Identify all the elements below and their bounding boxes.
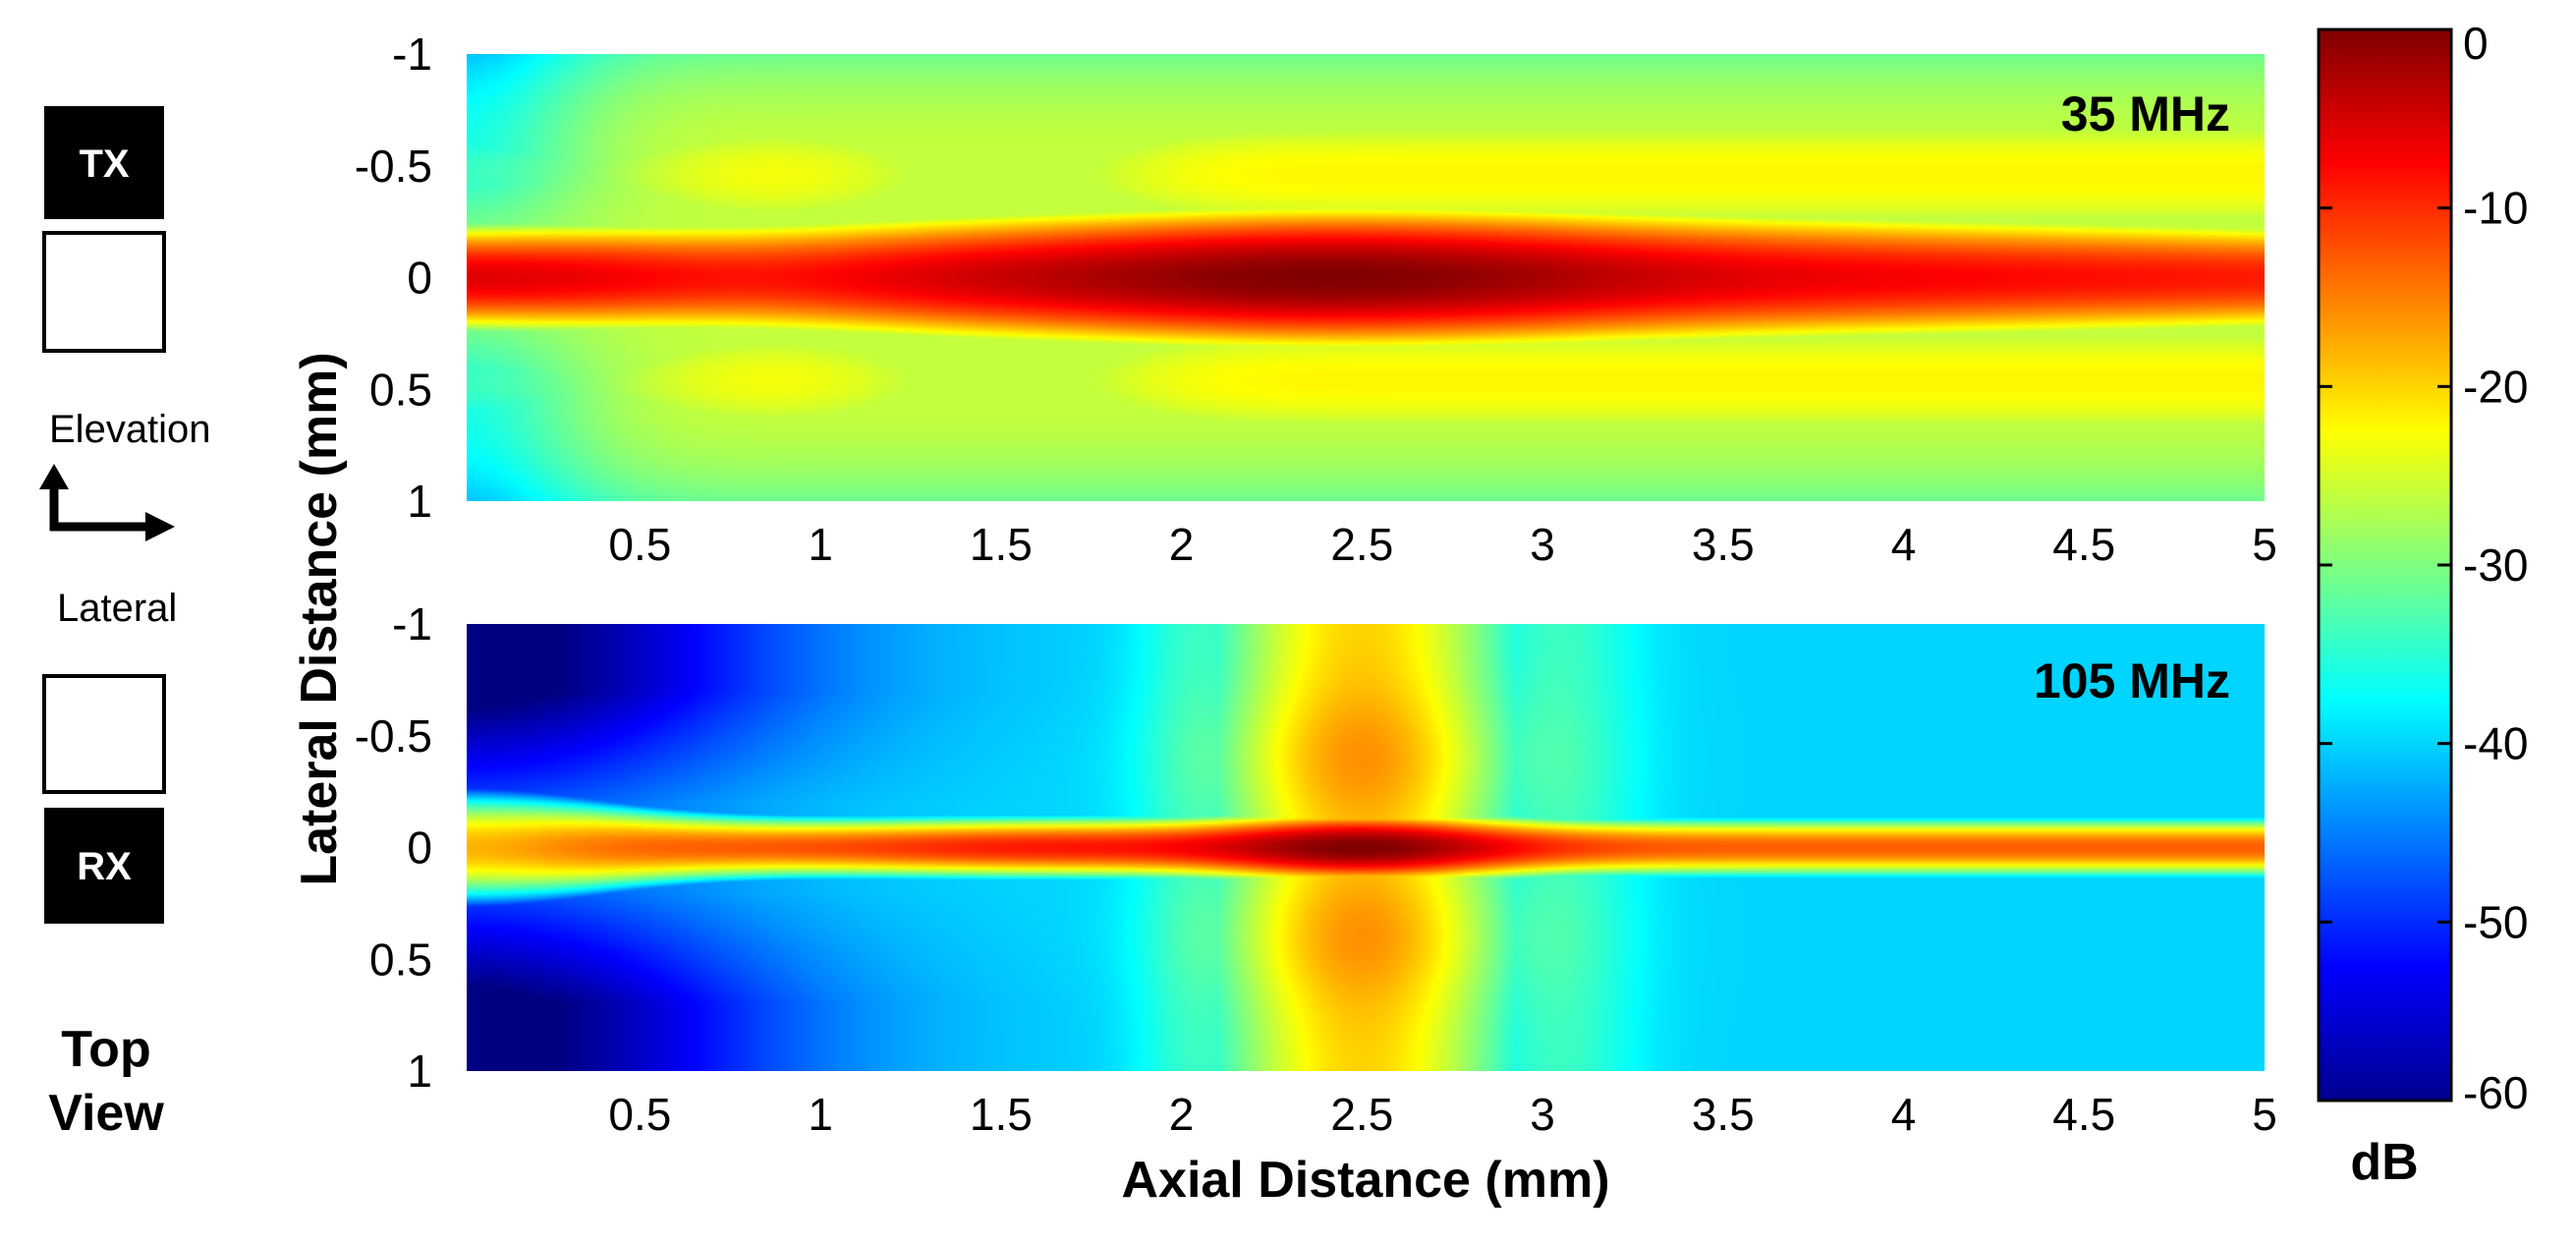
x-tick-label: 4 bbox=[1891, 1089, 1917, 1140]
elevation-arrowhead-icon bbox=[39, 464, 69, 489]
colorbar-tick-label: -20 bbox=[2463, 361, 2528, 412]
heatmap-panel-105mhz: 105 MHz bbox=[467, 624, 2265, 1071]
y-tick-label: -1 bbox=[392, 598, 432, 650]
x-tick-label: 3.5 bbox=[1692, 1089, 1755, 1140]
x-tick-label: 1 bbox=[808, 519, 833, 570]
rx-empty-box bbox=[42, 674, 166, 794]
x-tick-label: 3 bbox=[1530, 1089, 1555, 1140]
y-tick-label: 1 bbox=[407, 1046, 432, 1097]
rx-label: RX bbox=[77, 845, 132, 888]
x-tick-labels-bottom: 0.5 1 1.5 2 2.5 3 3.5 4 4.5 5 bbox=[608, 1089, 2276, 1140]
rx-element-box bbox=[44, 808, 164, 924]
top-view-caption-line1: Top bbox=[61, 1021, 150, 1078]
colorbar-label: dB bbox=[2350, 1134, 2418, 1191]
x-tick-label: 1.5 bbox=[970, 1089, 1033, 1140]
colorbar-tick-label: -10 bbox=[2463, 183, 2528, 234]
y-tick-label: -0.5 bbox=[355, 141, 432, 192]
x-tick-label: 0.5 bbox=[608, 519, 671, 570]
lateral-arrowhead-icon bbox=[145, 512, 175, 541]
colorbar: 0 -10 -20 -30 -40 -50 -60 dB bbox=[2317, 18, 2528, 1191]
top-view-caption-line2: View bbox=[48, 1085, 164, 1142]
y-tick-label: 1 bbox=[407, 476, 432, 527]
colorbar-tick-label: -60 bbox=[2463, 1067, 2528, 1118]
colorbar-tick-label: 0 bbox=[2463, 18, 2489, 69]
y-tick-labels-bottom: -1 -0.5 0 0.5 1 bbox=[355, 598, 432, 1097]
panel-title-35mhz: 35 MHz bbox=[2061, 86, 2230, 141]
tx-label: TX bbox=[79, 142, 129, 186]
x-axis-label: Axial Distance (mm) bbox=[1121, 1152, 1609, 1209]
colorbar-tick-label: -50 bbox=[2463, 896, 2528, 947]
heatmap-canvas-105mhz bbox=[467, 624, 2265, 1071]
tx-empty-box bbox=[42, 231, 166, 353]
colorbar-tick-label: -40 bbox=[2463, 718, 2528, 769]
y-tick-label: -1 bbox=[392, 28, 432, 80]
x-tick-label: 2.5 bbox=[1330, 1089, 1393, 1140]
x-tick-label: 1 bbox=[808, 1089, 833, 1140]
y-tick-label: 0.5 bbox=[369, 364, 432, 415]
x-tick-label: 1.5 bbox=[970, 519, 1033, 570]
x-tick-label: 4 bbox=[1891, 519, 1917, 570]
y-tick-label: 0 bbox=[407, 822, 432, 874]
y-tick-label: -0.5 bbox=[355, 710, 432, 762]
x-tick-label: 2.5 bbox=[1330, 519, 1393, 570]
y-axis-label: Lateral Distance (mm) bbox=[291, 352, 348, 885]
y-tick-labels-top: -1 -0.5 0 0.5 1 bbox=[355, 28, 432, 527]
x-tick-label: 4.5 bbox=[2052, 1089, 2115, 1140]
tx-element-box bbox=[44, 106, 164, 219]
y-tick-label: 0 bbox=[407, 253, 432, 304]
elevation-label: Elevation bbox=[49, 408, 211, 451]
heatmap-panel-35mhz: 35 MHz bbox=[467, 54, 2265, 501]
colorbar-gradient bbox=[2317, 28, 2453, 1103]
x-tick-label: 3.5 bbox=[1692, 519, 1755, 570]
x-tick-label: 0.5 bbox=[608, 1089, 671, 1140]
heatmap-canvas-35mhz bbox=[467, 54, 2265, 501]
x-tick-label: 5 bbox=[2252, 1089, 2277, 1140]
lateral-label: Lateral bbox=[57, 587, 177, 630]
x-tick-label: 4.5 bbox=[2052, 519, 2115, 570]
x-tick-label: 5 bbox=[2252, 519, 2277, 570]
colorbar-tick-label: -30 bbox=[2463, 539, 2528, 591]
panel-title-105mhz: 105 MHz bbox=[2034, 653, 2230, 708]
top-view-schematic: TX Elevation Lateral RX Top View bbox=[39, 106, 211, 1142]
x-tick-labels-top: 0.5 1 1.5 2 2.5 3 3.5 4 4.5 5 bbox=[608, 519, 2276, 570]
x-tick-label: 2 bbox=[1169, 1089, 1195, 1140]
x-tick-label: 3 bbox=[1530, 519, 1555, 570]
colorbar-ticks: 0 -10 -20 -30 -40 -50 -60 bbox=[2319, 18, 2528, 1118]
y-tick-label: 0.5 bbox=[369, 933, 432, 985]
x-tick-label: 2 bbox=[1169, 519, 1195, 570]
